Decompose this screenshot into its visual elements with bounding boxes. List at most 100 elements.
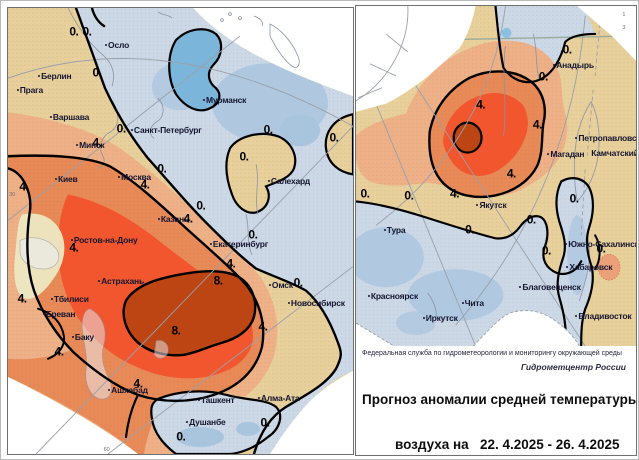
city-label: Берлин [41,71,72,82]
contour-value-label: 0. [176,429,186,444]
city-marker [553,63,556,66]
city-marker [203,99,206,102]
city-marker [70,239,73,242]
city-label: Киев [58,174,78,185]
contour-value-label: 8. [213,272,224,287]
contour-value-label: 4. [506,165,517,180]
city-marker [461,302,464,305]
contour-value-label: 0. [239,149,249,164]
city-label: Ташкент [200,395,235,406]
city-label: Салехард [270,176,310,187]
city-label: Иркутск [425,313,458,324]
city-marker [287,301,290,304]
city-marker [267,180,270,183]
map-image-european-russia [8,8,353,454]
contour-value-label: 0. [538,69,549,84]
city-label: Тбилиси [53,293,89,304]
city-label: Астрахань [101,276,144,287]
city-marker [209,243,212,246]
city-marker [55,178,58,181]
city-marker [71,335,74,338]
city-marker [197,399,200,402]
map-labels-asian-russia: Анадырь Петропавловск Камчатский Магадан Яку… [356,6,636,346]
city-marker [38,75,41,78]
city-marker [476,203,479,206]
city-marker [566,266,569,269]
contour-value-label: 4. [17,291,28,306]
graticule-frame-label: 60 [103,446,110,453]
city-label: Камчатский [591,147,636,158]
city-label: Южно-Сахалинск [568,239,636,250]
contour-value-label: 4. [54,344,65,359]
contour-value-label: 4. [19,179,29,194]
city-label: Варшава [52,112,90,123]
agency-line: Федеральная служба по гидрометеорологии … [362,350,622,357]
city-label: Чита [464,298,485,309]
city-label: Омск [271,280,293,291]
contour-value-label: 0. [526,211,537,226]
city-label: Прага [19,85,44,96]
city-marker [157,218,160,221]
contour-value-label: 0. [541,243,552,258]
contour-value-label: 0. [465,222,475,237]
city-label: Баку [74,331,94,342]
contour-value-label: 4. [133,376,144,391]
contour-value-label: 4. [258,319,268,334]
city-marker [268,284,271,287]
city-marker [130,129,133,132]
forecast-title-line2: воздуха на 22. 4.2025 - 26. 4.2025 [394,436,620,452]
city-marker [257,396,260,399]
contour-value-label: 0. [562,42,573,57]
contour-value-label: 8. [171,323,181,338]
city-label: Владивосток [578,311,632,322]
contour-value-label: 0. [157,160,167,175]
city-label: Красноярск [370,291,419,302]
forecast-title-line1: Прогноз аномалии средней температуры [362,392,637,407]
contour-value-label: 4. [532,116,543,131]
city-marker [575,315,578,318]
contour-value-label: 0. [92,65,102,80]
city-label: Москва [121,172,151,183]
city-marker [42,312,45,315]
map-labels-european-russia: Осло Берлин Прага Варшава Мурманск Санкт-Пете… [8,8,353,454]
graticule-frame-label: 3 [622,25,626,32]
contour-value-label: 4. [69,239,79,254]
city-marker [16,89,19,92]
contour-value-label: 0. [263,122,274,137]
contour-value-label: 4. [140,176,150,191]
city-label: Ереван [45,308,76,319]
contour-value-label: 0. [69,24,79,39]
city-label: Осло [108,40,130,51]
city-marker [108,388,111,391]
map-image-asian-russia [356,6,636,346]
city-marker [118,176,121,179]
city-label: Казань [160,214,189,225]
city-label: Анадырь [556,59,594,70]
city-marker [50,297,53,300]
contour-value-label: 4. [476,96,486,111]
contour-value-label: 0. [293,275,304,290]
caption-panel: Федеральная служба по гидрометеорологии … [355,346,637,456]
graticule-frame-label: 30 [9,192,16,199]
contour-value-label: 0. [360,186,370,201]
city-marker [519,286,522,289]
contour-value-label: 0. [116,121,127,136]
graticule-frame-label: 1 [622,11,626,18]
contour-value-label: 0. [260,415,271,430]
city-marker [49,116,52,119]
city-label: Якутск [479,199,507,210]
city-marker [76,144,79,147]
contour-value-label: 0. [569,191,580,206]
city-marker [383,229,386,232]
city-label: Алма-Ата [260,392,300,403]
city-label: Тура [386,225,406,236]
city-label: Магадан [550,148,585,159]
contour-value-label: 0. [196,197,206,212]
city-label: Ростов-на-Дону [73,235,138,246]
city-marker [575,136,578,139]
forecast-title: Прогноз аномалии средней температуры воз… [362,389,636,455]
city-marker [565,243,568,246]
contour-value-label: 0. [329,130,340,145]
city-label: Ашхабад [111,384,148,395]
